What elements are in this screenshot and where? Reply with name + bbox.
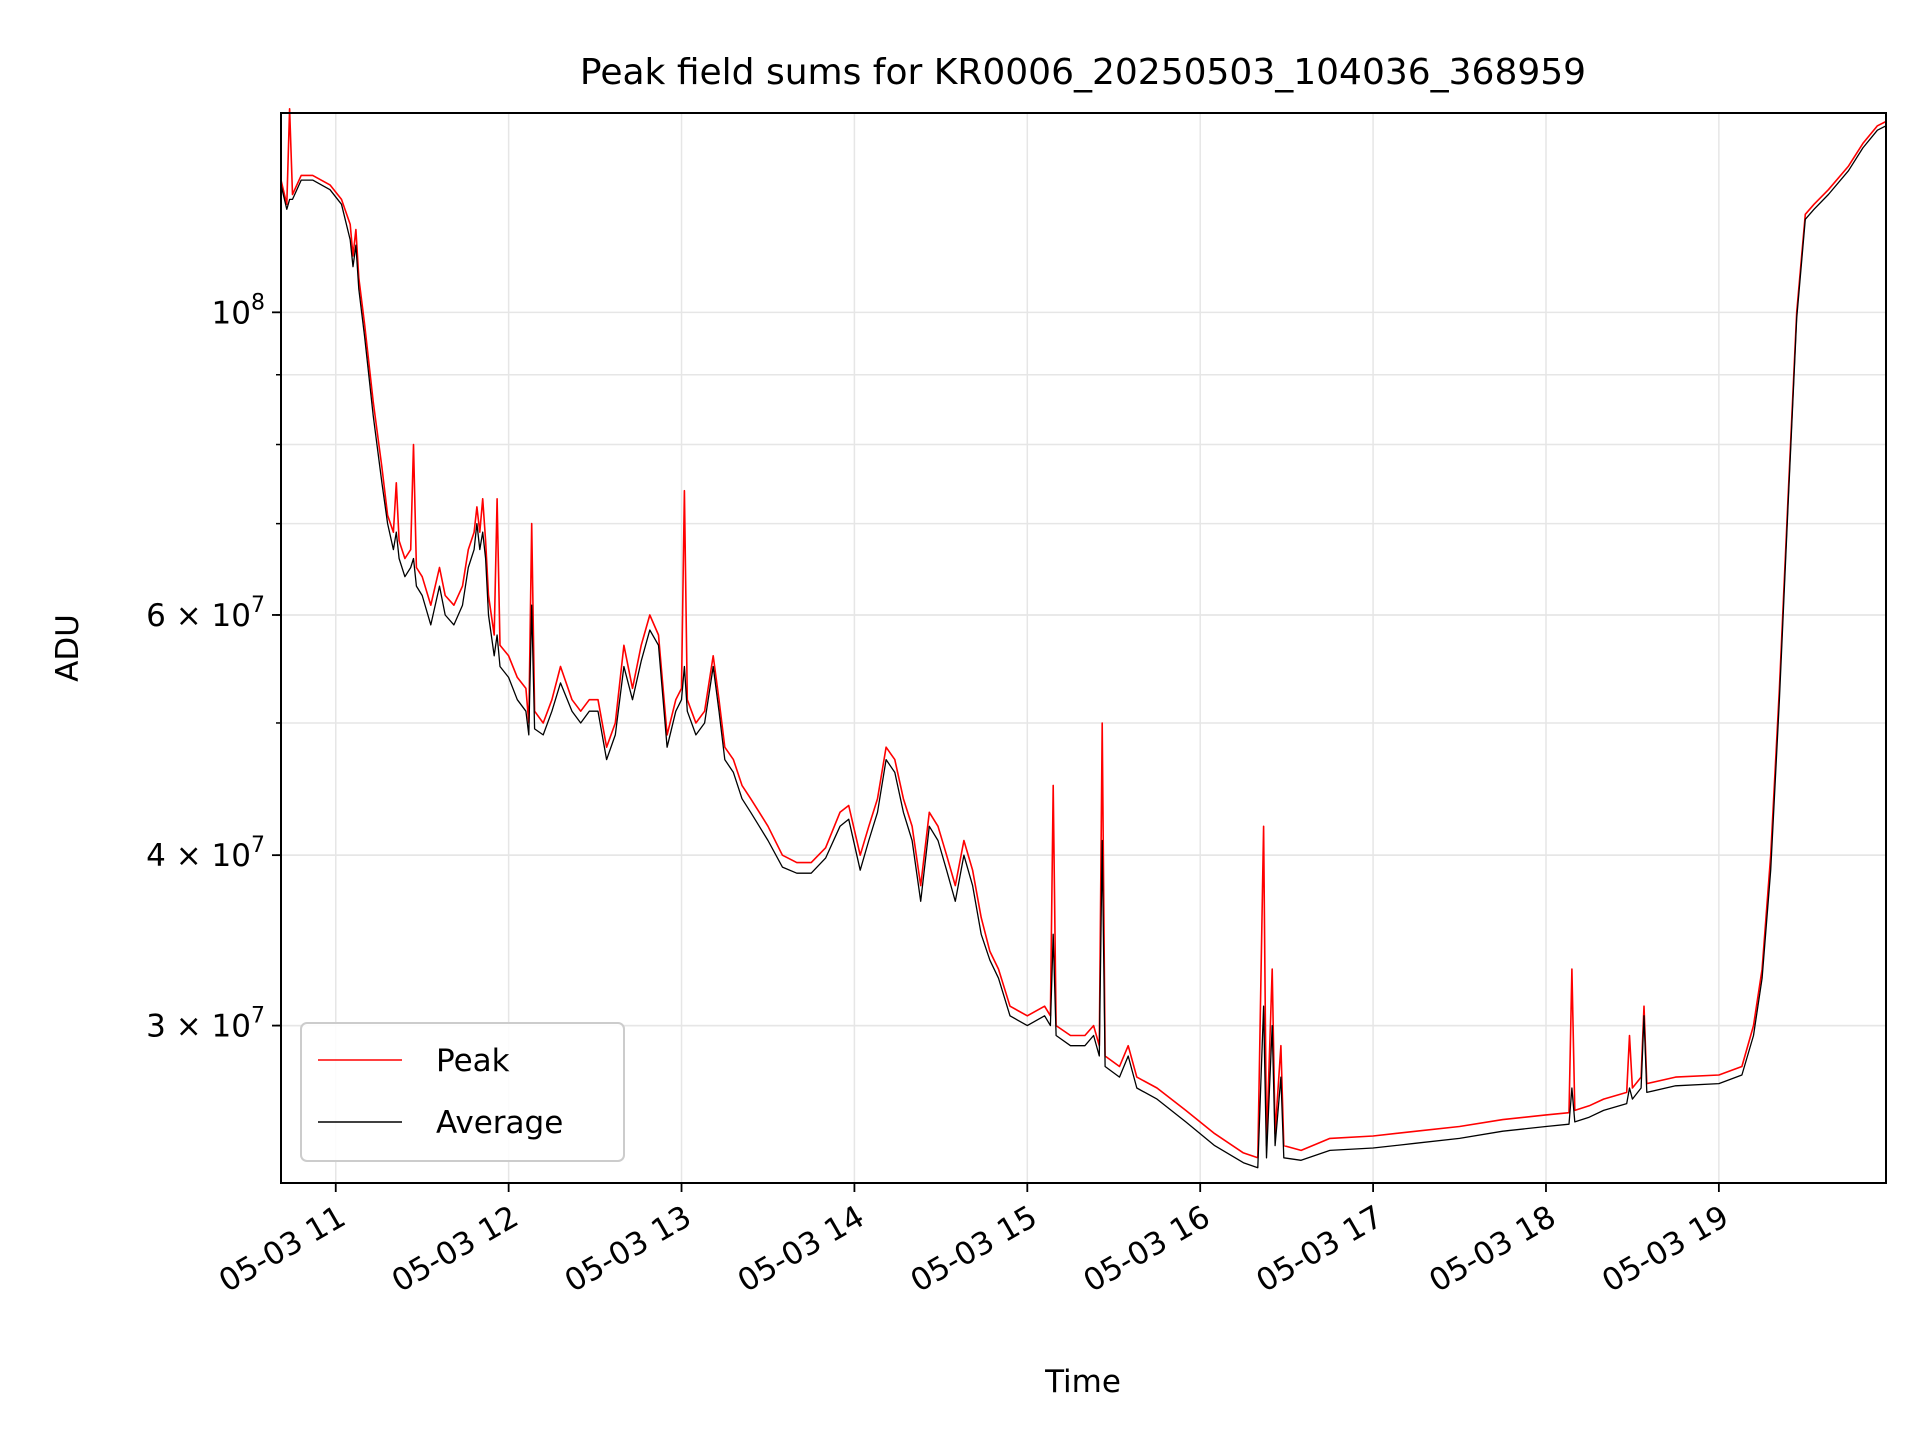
y-tick-label: 108 <box>212 290 265 331</box>
y-tick-label: 4 × 107 <box>146 833 265 874</box>
series-line-peak <box>280 108 1887 1159</box>
chart-title: Peak field sums for KR0006_20250503_1040… <box>580 52 1586 93</box>
legend-label-peak: Peak <box>436 1043 510 1079</box>
plot-area-frame <box>280 112 1887 1184</box>
y-axis-label: ADU <box>50 614 86 682</box>
legend-label-average: Average <box>436 1105 563 1141</box>
legend: Peak Average <box>300 1022 625 1162</box>
series-line-average <box>280 125 1887 1169</box>
x-axis-label: Time <box>1044 1364 1121 1400</box>
legend-box <box>300 1022 625 1162</box>
y-tick-label: 6 × 107 <box>146 593 265 634</box>
series-layer <box>280 108 1887 1169</box>
y-axis-ticks: 108 6 × 107 4 × 107 3 × 107 <box>146 290 281 1045</box>
y-tick-label: 3 × 107 <box>146 1004 265 1045</box>
